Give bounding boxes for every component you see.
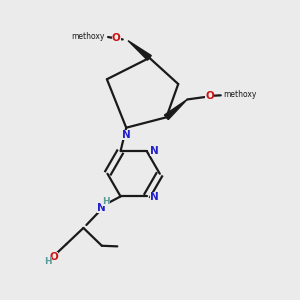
Text: N: N <box>150 146 158 155</box>
Polygon shape <box>164 100 187 120</box>
Text: methoxy: methoxy <box>71 32 104 41</box>
Text: O: O <box>49 252 58 262</box>
Text: N: N <box>150 192 158 202</box>
Text: N: N <box>98 203 106 213</box>
Text: H: H <box>44 257 52 266</box>
Text: methoxy: methoxy <box>223 90 256 99</box>
Text: O: O <box>112 33 121 43</box>
Polygon shape <box>128 40 151 60</box>
Text: O: O <box>206 91 214 101</box>
Text: N: N <box>122 130 130 140</box>
Text: H: H <box>102 197 110 206</box>
